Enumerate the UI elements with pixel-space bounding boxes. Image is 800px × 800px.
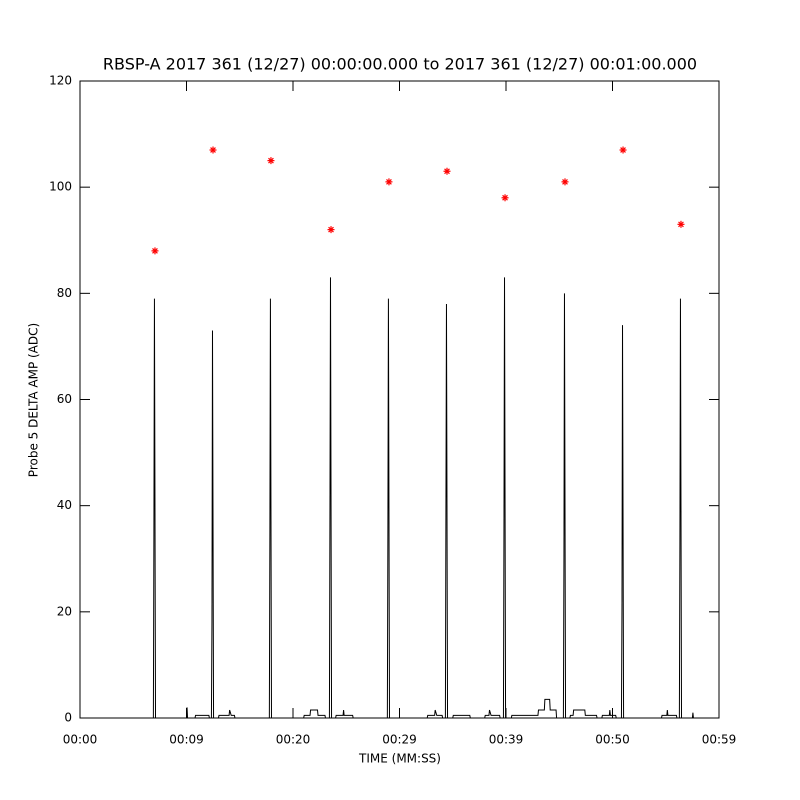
peak-marker — [209, 146, 217, 154]
marker-stroke — [268, 157, 274, 164]
peak-marker — [677, 220, 685, 228]
marker-stroke — [502, 194, 508, 201]
peak-marker — [327, 226, 335, 234]
peak-marker — [501, 194, 509, 202]
x-tick-label: 00:00 — [63, 733, 98, 747]
marker-stroke — [678, 221, 684, 228]
peak-marker — [385, 178, 393, 186]
y-tick-label: 20 — [57, 604, 72, 618]
marker-stroke — [562, 178, 568, 185]
peak-marker — [443, 167, 451, 175]
data-line — [80, 277, 719, 719]
y-tick-label: 40 — [57, 498, 72, 512]
y-tick-label: 100 — [49, 180, 72, 194]
marker-stroke — [210, 147, 216, 153]
y-tick-label: 120 — [49, 74, 72, 88]
x-tick-label: 00:29 — [382, 733, 417, 747]
y-tick-label: 60 — [57, 392, 72, 406]
x-axis-label: TIME (MM:SS) — [358, 752, 441, 766]
marker-stroke — [444, 168, 450, 175]
x-tick-label: 00:20 — [276, 733, 311, 747]
x-tick-label: 00:39 — [489, 733, 524, 747]
y-tick-label: 0 — [64, 711, 72, 725]
chart-title: RBSP-A 2017 361 (12/27) 00:00:00.000 to … — [103, 55, 697, 74]
x-tick-label: 00:09 — [169, 733, 204, 747]
marker-stroke — [386, 178, 392, 185]
marker-stroke — [152, 247, 158, 254]
x-tick-label: 00:59 — [702, 733, 737, 747]
peak-marker — [619, 146, 627, 154]
peak-marker — [151, 247, 159, 255]
peak-marker — [267, 157, 275, 165]
y-tick-label: 80 — [57, 286, 72, 300]
x-tick-label: 00:50 — [595, 733, 630, 747]
marker-stroke — [620, 147, 626, 153]
peak-marker — [561, 178, 569, 186]
y-axis-label: Probe 5 DELTA AMP (ADC) — [27, 323, 41, 477]
marker-stroke — [328, 226, 334, 233]
